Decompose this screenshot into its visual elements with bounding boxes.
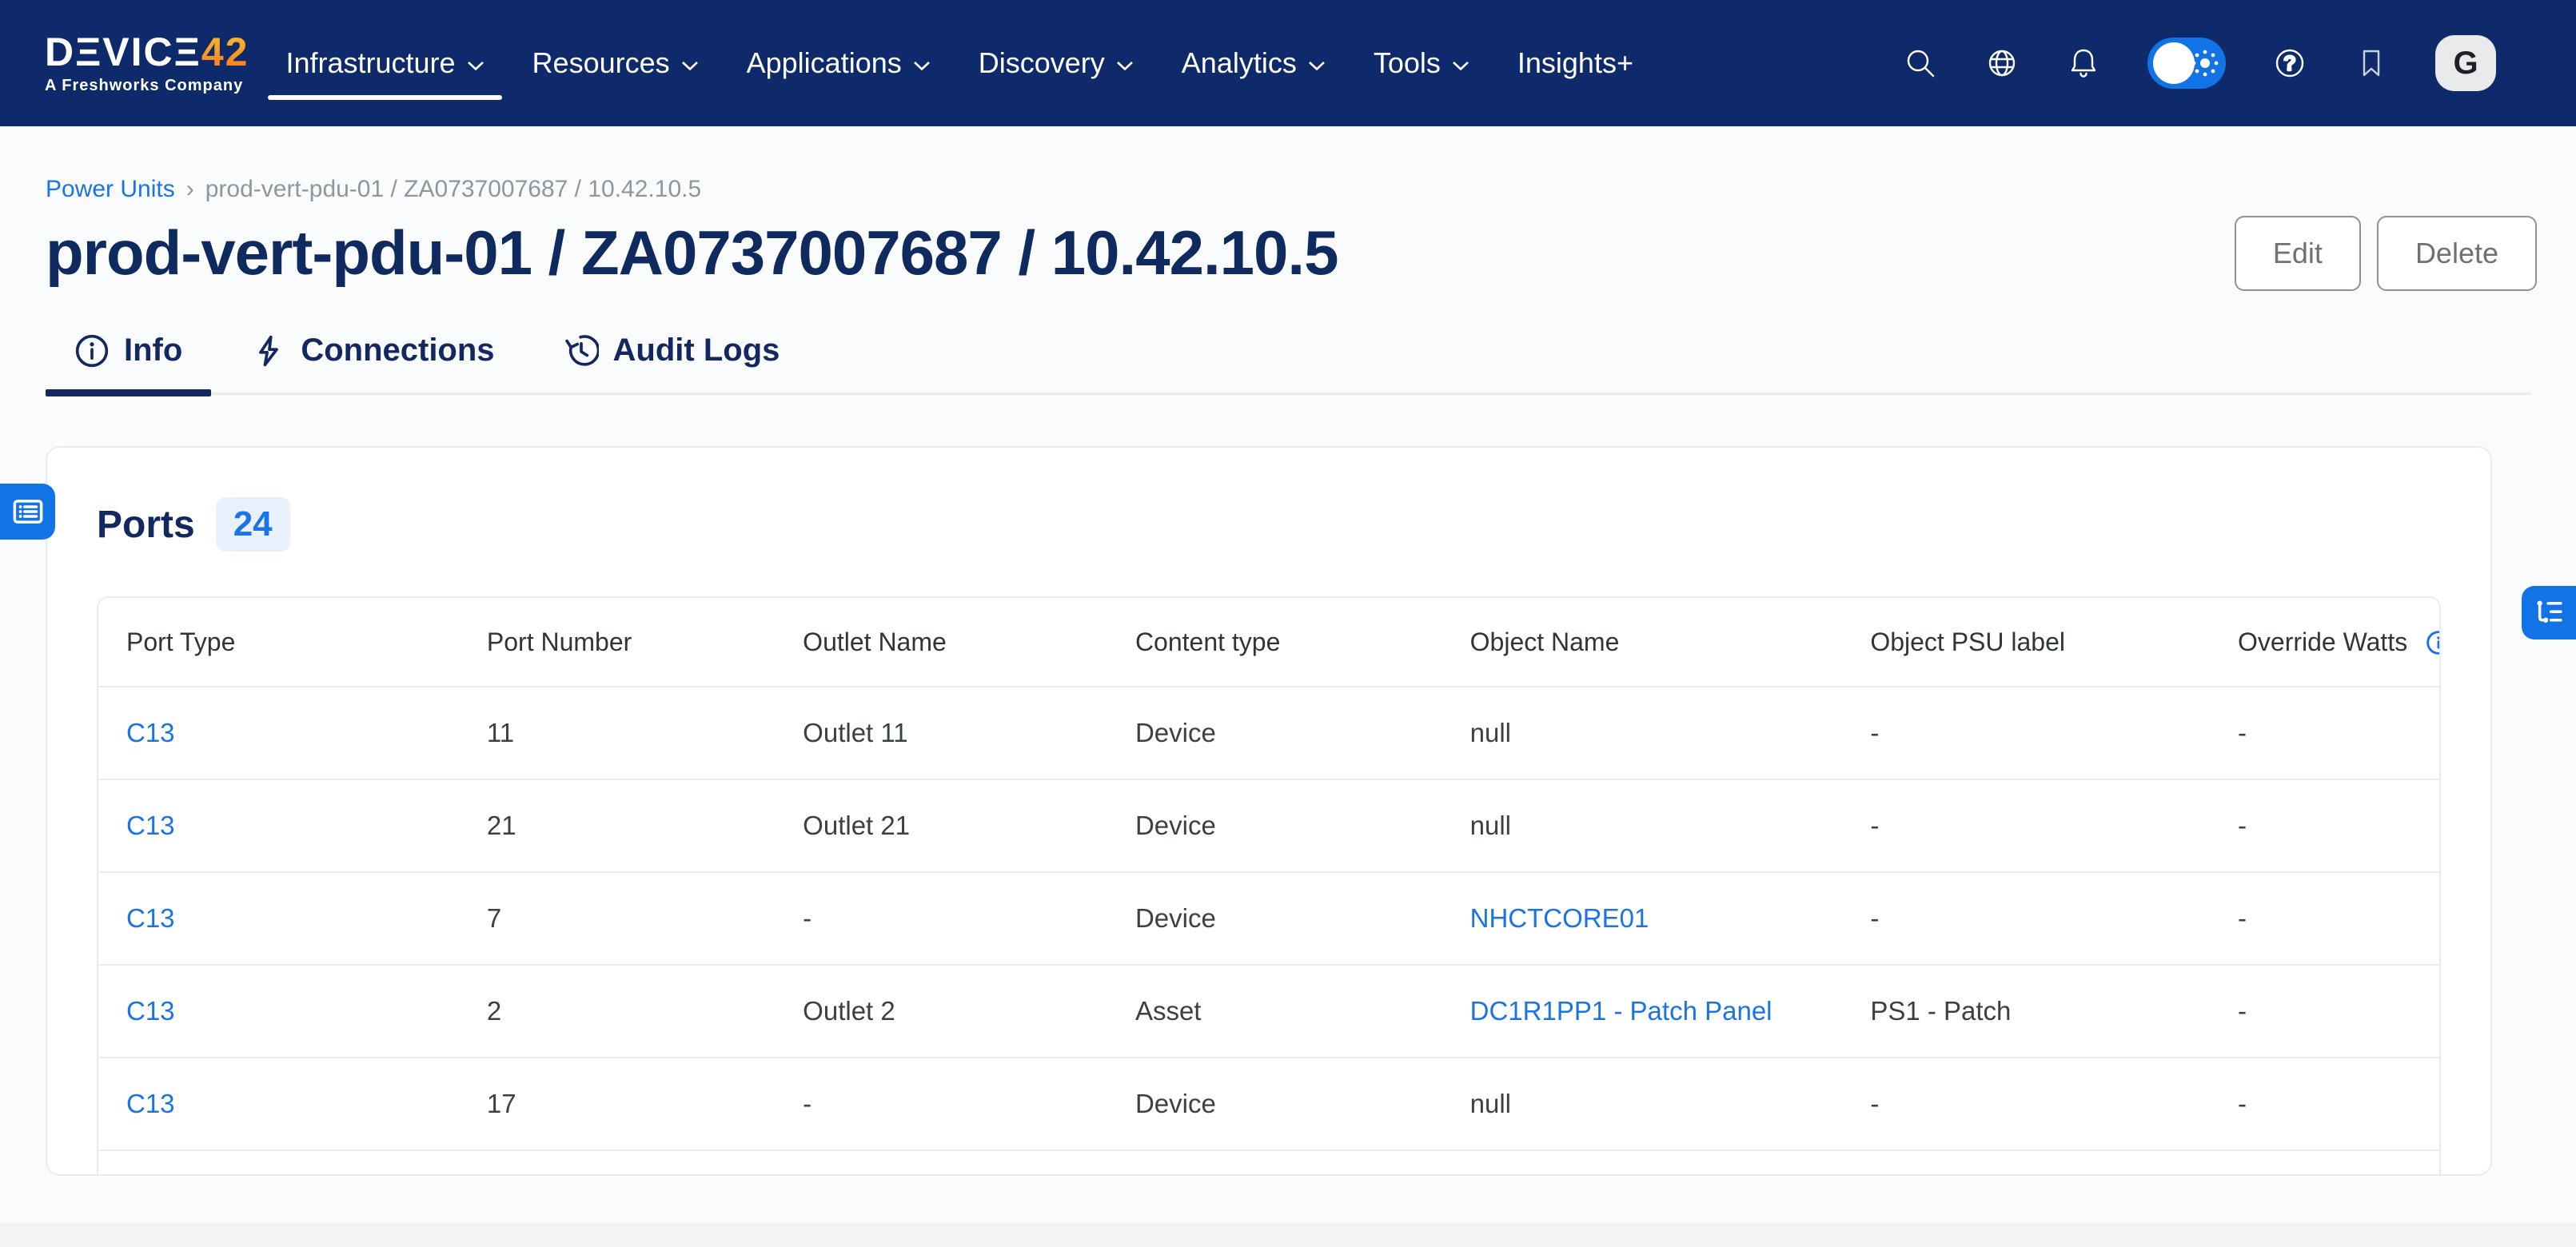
avatar[interactable]: G [2435, 35, 2496, 91]
column-header: Content type [1107, 598, 1442, 688]
ports-table-body: C13 11 Outlet 11 Device null - - C13 21 Outlet 21… [98, 687, 2439, 1152]
column-header: Override Watts [2210, 598, 2441, 688]
cell-link[interactable]: C13 [126, 718, 175, 748]
page-header-row: prod-vert-pdu-01 / ZA0737007687 / 10.42.… [46, 216, 2537, 291]
table-row: C13 21 Outlet 21 Device null - - [98, 779, 2439, 874]
column-header: Object PSU label [1842, 598, 2211, 688]
nav-right-icons: ? G [1903, 35, 2496, 91]
table-row: C13 11 Outlet 11 Device null - - [98, 687, 2439, 781]
lightning-icon [259, 335, 279, 366]
ports-card: Ports 24 Port Type Port Number Outlet Name… [46, 446, 2492, 1176]
table-row: C13 7- Device NHCTCORE01- - [98, 872, 2439, 966]
open-list-panel-button[interactable] [0, 484, 55, 540]
tab-label: Connections [301, 333, 495, 368]
logo-42: 42 [201, 29, 249, 74]
cell-link[interactable]: C13 [126, 996, 175, 1026]
header-actions: Edit Delete [2234, 216, 2537, 291]
nav-item-infrastructure[interactable]: Infrastructure [268, 0, 502, 126]
info-icon[interactable] [2426, 630, 2441, 655]
page-bottom-strip [0, 1223, 2576, 1247]
chevron-down-icon [1452, 61, 1469, 70]
sun-icon [2191, 50, 2219, 77]
chevron-down-icon [1308, 61, 1325, 70]
cell-link[interactable]: NHCTCORE01 [1469, 903, 1649, 934]
nav-menu: Infrastructure Resources Applications Disco… [268, 0, 1633, 126]
column-header: Port Number [458, 598, 776, 688]
nav-item-applications[interactable]: Applications [747, 0, 931, 126]
tab-connections[interactable]: Connections [222, 333, 523, 392]
column-header: Port Type [98, 598, 459, 688]
tab-audit-logs[interactable]: Audit Logs [535, 333, 809, 392]
help-icon[interactable]: ? [2272, 46, 2307, 81]
table-row: C13 17- Device null - - [98, 1058, 2439, 1152]
ports-section-header: Ports 24 [97, 497, 2441, 552]
page-title: prod-vert-pdu-01 / ZA0737007687 / 10.42.… [46, 217, 1338, 289]
top-navbar: DΞVICΞ42 A Freshworks Company Infrastruc… [0, 0, 2576, 126]
ports-table: Port Type Port Number Outlet Name Content t… [98, 598, 2441, 1174]
ports-title: Ports [97, 503, 195, 546]
edit-button[interactable]: Edit [2234, 216, 2361, 291]
delete-button[interactable]: Delete [2376, 216, 2537, 291]
column-header: Outlet Name [775, 598, 1107, 688]
ports-table-header-row: Port Type Port Number Outlet Name Content t… [98, 598, 2441, 688]
nav-item-resources[interactable]: Resources [532, 0, 699, 126]
svg-text:?: ? [2283, 51, 2296, 75]
breadcrumb: Power Units › prod-vert-pdu-01 / ZA07370… [46, 176, 2530, 203]
nav-item-insights-[interactable]: Insights+ [1517, 46, 1633, 79]
tree-view-icon [2537, 600, 2562, 623]
chevron-down-icon [1116, 61, 1133, 70]
bell-icon[interactable] [2066, 46, 2101, 81]
history-icon [564, 334, 599, 366]
nav-item-tools[interactable]: Tools [1374, 0, 1469, 126]
nav-item-analytics[interactable]: Analytics [1182, 0, 1326, 126]
column-header: Object Name [1442, 598, 1843, 688]
breadcrumb-current: prod-vert-pdu-01 / ZA0737007687 / 10.42.… [205, 176, 702, 202]
globe-icon[interactable] [1984, 46, 2020, 81]
theme-toggle[interactable] [2147, 38, 2226, 89]
table-row: C13 2 Outlet 2 Asset DC1R1PP1 - Patch Panel P… [98, 965, 2439, 1059]
info-icon [75, 334, 109, 367]
chevron-down-icon [467, 61, 484, 70]
ports-count-badge: 24 [215, 497, 290, 552]
avatar-initial: G [2453, 45, 2478, 81]
page-content: Power Units › prod-vert-pdu-01 / ZA07370… [0, 176, 2576, 396]
nav-item-discovery[interactable]: Discovery [979, 0, 1134, 126]
table-row-partial [98, 1150, 2439, 1174]
chevron-down-icon [913, 61, 930, 70]
tab-label: Info [124, 333, 183, 368]
bookmark-icon[interactable] [2354, 46, 2389, 81]
logo-subtitle: A Freshworks Company [45, 76, 244, 94]
breadcrumb-link-power-units[interactable]: Power Units [46, 176, 175, 202]
cell-link[interactable]: C13 [126, 811, 175, 841]
cell-link[interactable]: C13 [126, 1089, 175, 1119]
device42-logo[interactable]: DΞVICΞ42 A Freshworks Company [45, 32, 249, 95]
chevron-down-icon [681, 61, 698, 70]
search-icon[interactable] [1903, 46, 1938, 81]
list-panel-icon [13, 500, 42, 524]
breadcrumb-separator: › [185, 176, 194, 202]
tab-label: Audit Logs [612, 333, 780, 368]
tab-info[interactable]: Info [46, 333, 212, 396]
logo-wordmark: DΞVICΞ42 [45, 29, 249, 74]
tabs-row: Info Connections Audit Logs [46, 333, 2530, 396]
cell-link[interactable]: C13 [126, 903, 175, 934]
cell-link[interactable]: DC1R1PP1 - Patch Panel [1469, 996, 1772, 1026]
open-tree-panel-button[interactable] [2522, 586, 2576, 639]
toggle-knob [2153, 42, 2195, 84]
ports-table-frame: Port Type Port Number Outlet Name Content t… [97, 596, 2441, 1174]
